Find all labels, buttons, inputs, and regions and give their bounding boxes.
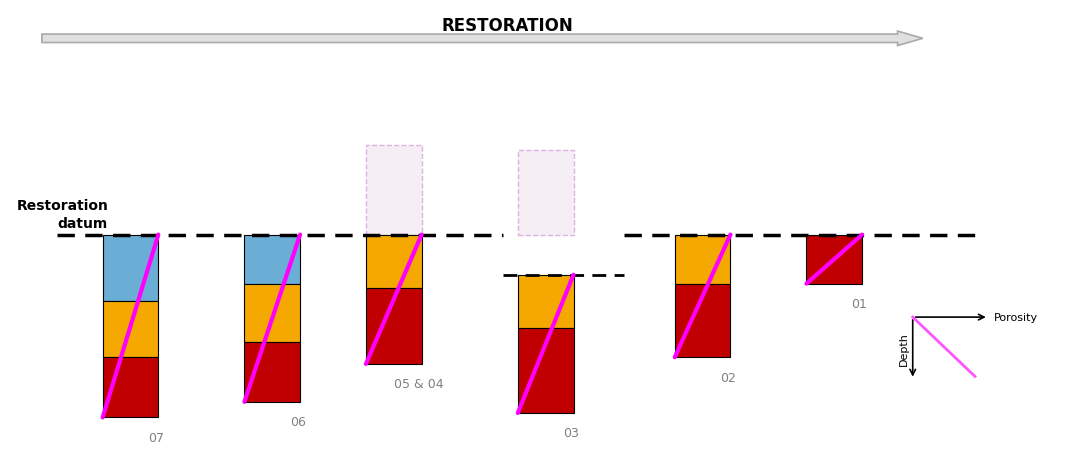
Bar: [675, 284, 730, 358]
Text: 05 & 04: 05 & 04: [394, 377, 443, 391]
Bar: [102, 358, 159, 418]
Bar: [675, 235, 730, 284]
Text: datum: datum: [58, 217, 108, 230]
Bar: [518, 275, 574, 329]
Text: Restoration: Restoration: [17, 199, 109, 213]
Bar: [518, 151, 574, 235]
Text: Porosity: Porosity: [994, 313, 1038, 322]
Bar: [244, 235, 301, 284]
Text: 07: 07: [148, 431, 164, 444]
Bar: [244, 342, 301, 402]
FancyArrow shape: [42, 32, 923, 46]
Bar: [366, 146, 422, 235]
Bar: [244, 284, 301, 342]
Text: 03: 03: [563, 426, 579, 439]
Bar: [102, 302, 159, 358]
Bar: [102, 235, 159, 302]
Bar: [366, 235, 422, 288]
Bar: [806, 235, 862, 284]
Text: 06: 06: [290, 415, 306, 428]
Bar: [366, 288, 422, 364]
Text: 01: 01: [852, 297, 868, 310]
Text: 02: 02: [720, 371, 736, 384]
Text: Depth: Depth: [899, 332, 908, 365]
Bar: [518, 329, 574, 413]
Text: RESTORATION: RESTORATION: [441, 17, 574, 35]
